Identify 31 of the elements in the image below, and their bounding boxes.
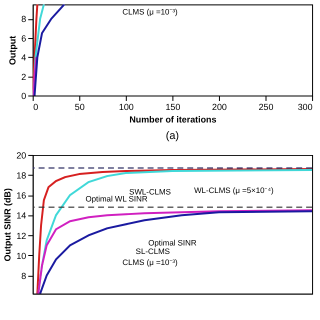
y-tick-label: 10 <box>16 250 26 261</box>
annotation: CLMS (μ =10⁻³) <box>122 258 178 268</box>
y-tick-label: 6 <box>21 33 26 44</box>
annotation: SL-CLMS <box>136 247 170 256</box>
y-tick-label: 4 <box>21 52 26 63</box>
x-tick-label: 250 <box>258 102 274 112</box>
x-axis-title: Number of iterations <box>129 114 216 125</box>
line-series <box>32 56 38 96</box>
y-tick-label: 14 <box>16 210 26 221</box>
x-tick-label: 200 <box>212 102 227 112</box>
y-tick-label: 8 <box>21 271 26 282</box>
x-tick-label: 100 <box>118 102 134 112</box>
x-tick-label: 0 <box>33 102 38 112</box>
y-axis-title: Output SINR (dB) <box>2 188 12 262</box>
annotation: Optimal SINR <box>148 238 197 248</box>
annotation: Optimal WL SINR <box>85 194 148 204</box>
y-axis-title: Output <box>7 36 18 66</box>
y-tick-label: 20 <box>16 150 26 160</box>
x-tick-label: 50 <box>74 102 85 112</box>
y-tick-label: 12 <box>16 230 26 241</box>
y-tick-label: 2 <box>21 72 26 82</box>
y-tick-label: 18 <box>16 170 26 181</box>
annotation: WL-CLMS (μ =5×10⁻⁴) <box>194 186 274 195</box>
y-tick-label: 0 <box>21 90 26 101</box>
annotation: CLMS (μ =10⁻³) <box>122 8 178 17</box>
annotation: SWL-CLMS <box>129 187 171 196</box>
x-tick-label: 300 <box>298 102 313 112</box>
y-tick-label: 16 <box>16 190 26 201</box>
text: (a) <box>166 130 180 142</box>
x-tick-label: 150 <box>165 102 180 112</box>
y-tick-label: 8 <box>21 14 26 24</box>
